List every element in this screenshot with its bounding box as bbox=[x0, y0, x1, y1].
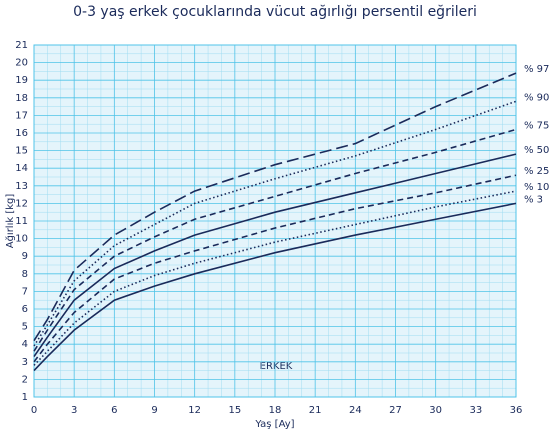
series-label: % 90 bbox=[524, 92, 549, 103]
percentile-curve bbox=[33, 72, 517, 342]
x-tick-label: 36 bbox=[510, 405, 523, 416]
series-label: % 97 bbox=[524, 64, 549, 75]
series-label: % 25 bbox=[524, 166, 549, 177]
percentile-curve bbox=[33, 202, 517, 372]
y-tick-label: 6 bbox=[22, 304, 28, 315]
y-tick-label: 1 bbox=[22, 392, 28, 403]
percentile-curve bbox=[33, 128, 517, 352]
y-tick-label: 4 bbox=[22, 339, 28, 350]
y-tick-label: 16 bbox=[15, 128, 28, 139]
x-tick-label: 27 bbox=[389, 405, 402, 416]
percentile-curve bbox=[33, 190, 517, 366]
annotation: ERKEK bbox=[260, 361, 293, 372]
y-tick-label: 17 bbox=[15, 110, 28, 121]
x-tick-label: 3 bbox=[71, 405, 77, 416]
y-tick-label: 2 bbox=[22, 374, 28, 385]
y-tick-label: 12 bbox=[15, 198, 28, 209]
chart-title: 0-3 yaş erkek çocuklarında vücut ağırlığ… bbox=[73, 4, 477, 20]
y-tick-label: 13 bbox=[15, 181, 28, 192]
y-tick-label: 3 bbox=[22, 357, 28, 368]
x-tick-label: 15 bbox=[228, 405, 241, 416]
x-tick-label: 30 bbox=[429, 405, 442, 416]
x-tick-label: 0 bbox=[31, 405, 37, 416]
x-tick-label: 9 bbox=[151, 405, 157, 416]
y-tick-label: 8 bbox=[22, 269, 28, 280]
y-tick-label: 19 bbox=[15, 75, 28, 86]
y-tick-label: 14 bbox=[15, 163, 28, 174]
y-tick-label: 7 bbox=[22, 286, 28, 297]
x-tick-label: 33 bbox=[469, 405, 482, 416]
y-tick-label: 18 bbox=[15, 93, 28, 104]
plot-frame bbox=[33, 44, 517, 398]
percentile-curve bbox=[33, 153, 517, 357]
x-axis-title: Yaş [Ay] bbox=[254, 419, 294, 430]
x-tick-label: 12 bbox=[188, 405, 201, 416]
x-tick-label: 24 bbox=[349, 405, 362, 416]
y-tick-label: 9 bbox=[22, 251, 28, 262]
series-label: % 3 bbox=[524, 194, 543, 205]
y-tick-label: 15 bbox=[15, 146, 28, 157]
y-tick-label: 21 bbox=[15, 40, 28, 51]
series-label: % 50 bbox=[524, 145, 549, 156]
x-tick-label: 6 bbox=[111, 405, 117, 416]
series-label: % 10 bbox=[524, 182, 549, 193]
y-tick-label: 20 bbox=[15, 58, 28, 69]
y-tick-label: 10 bbox=[15, 234, 28, 245]
x-tick-label: 21 bbox=[309, 405, 322, 416]
y-tick-label: 11 bbox=[15, 216, 28, 227]
y-axis-title: Ağırlık [kg] bbox=[4, 194, 16, 249]
percentile-curve bbox=[33, 174, 517, 363]
x-tick-label: 18 bbox=[269, 405, 282, 416]
y-tick-label: 5 bbox=[22, 322, 28, 333]
series-label: % 75 bbox=[524, 120, 549, 131]
